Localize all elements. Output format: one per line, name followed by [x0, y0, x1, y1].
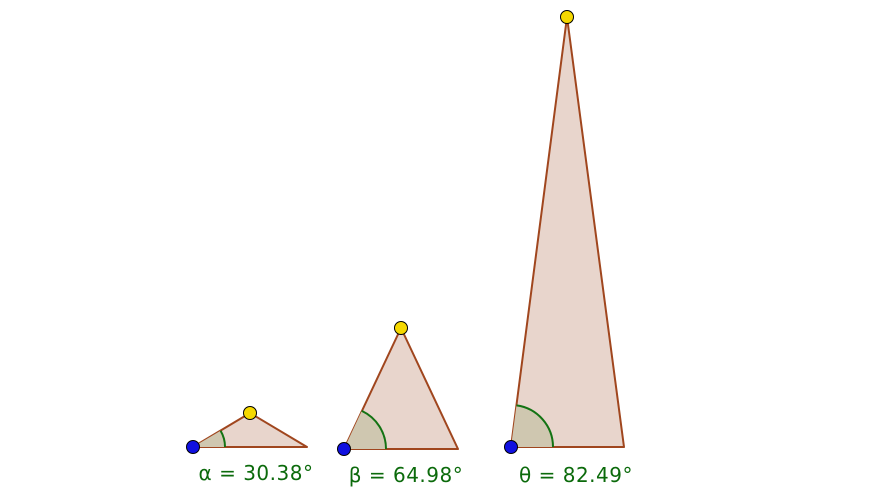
- triangle: α = 30.38°: [186, 406, 314, 485]
- vertex[interactable]: [560, 10, 574, 24]
- vertex[interactable]: [394, 321, 408, 335]
- angle-label: α = 30.38°: [199, 461, 314, 485]
- triangle-shape: [510, 16, 625, 448]
- vertex[interactable]: [504, 440, 518, 454]
- angle-arc: [219, 430, 226, 448]
- angle-sector: [511, 405, 553, 447]
- angle-label: θ = 82.49°: [519, 463, 633, 487]
- vertex[interactable]: [337, 442, 351, 456]
- angle-label: β = 64.98°: [349, 463, 464, 487]
- angle-sector: [344, 410, 387, 449]
- triangle: β = 64.98°: [337, 321, 464, 487]
- angle-arc: [516, 404, 554, 448]
- vertex[interactable]: [186, 440, 200, 454]
- angle-sector: [193, 430, 225, 447]
- vertex[interactable]: [243, 406, 257, 420]
- triangle: θ = 82.49°: [504, 10, 633, 487]
- angle-arc: [361, 409, 388, 450]
